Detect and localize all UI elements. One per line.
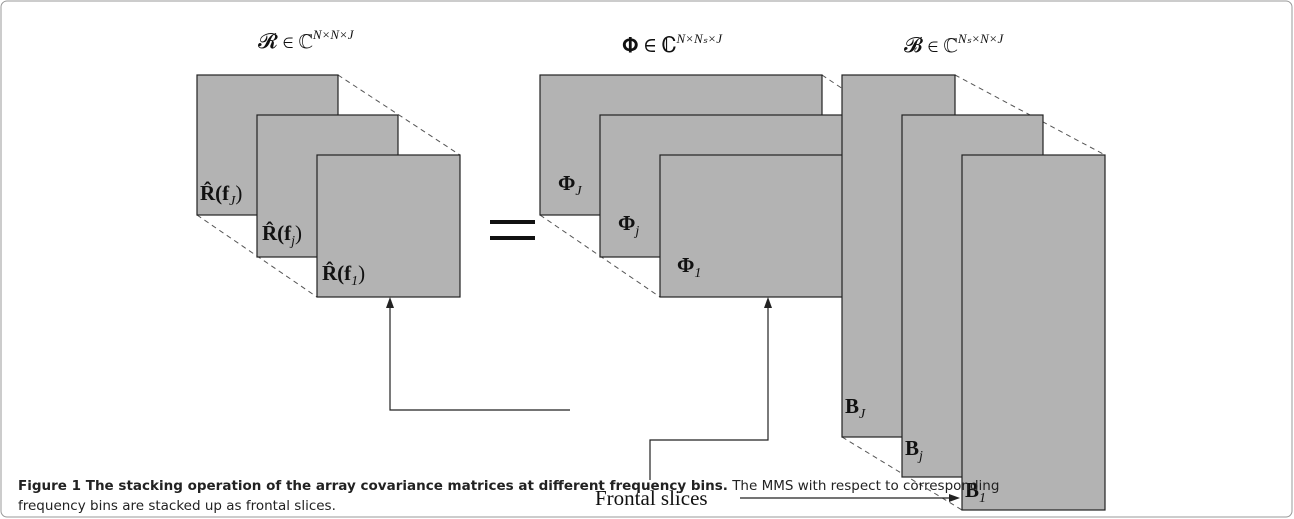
slice-symbol: Φ — [558, 171, 575, 195]
slice-label: BJ — [845, 394, 866, 422]
slice-tail: ) — [295, 221, 302, 245]
slice-label: Bj — [905, 436, 923, 464]
slice-subscript: J — [859, 407, 866, 422]
tensor-symbol: 𝓑 ∈ ℂ — [904, 33, 958, 57]
equals-sign — [490, 220, 535, 240]
slice-symbol: B — [845, 394, 859, 418]
tensor-exponent: N×Nₛ×J — [676, 31, 724, 46]
slice-label: Φ1 — [677, 253, 701, 281]
arrows — [386, 297, 960, 502]
slice-subscript: 1 — [979, 491, 986, 506]
slice-subscript: J — [229, 194, 236, 209]
slice-symbol: Φ — [618, 211, 635, 235]
slice-subscript: j — [917, 449, 923, 464]
tensor-title: 𝚽 ∈ ℂN×Nₛ×J — [622, 31, 723, 57]
tensor-exponent: N×N×J — [312, 27, 355, 42]
slice-tail: ) — [358, 261, 365, 285]
slice-tail: ) — [235, 181, 242, 205]
caption-text: frequency bins are stacked up as frontal… — [18, 498, 336, 514]
slice-symbol: R̂(f — [322, 261, 352, 285]
slice-symbol: R̂(f — [200, 181, 230, 205]
slice-symbol: B — [965, 478, 979, 502]
tensor-b — [841, 74, 1106, 511]
slice-subscript: 1 — [694, 266, 701, 281]
tensor-exponent: Nₛ×N×J — [957, 31, 1005, 46]
slice-symbol: B — [905, 436, 919, 460]
slice-label: R̂(fJ) — [200, 181, 242, 209]
slice-symbol: Φ — [677, 253, 694, 277]
tensor-symbol: 𝚽 ∈ ℂ — [622, 33, 677, 57]
slice-subscript: 1 — [351, 274, 358, 289]
tensor-symbol: 𝓡 ∈ ℂ — [258, 29, 313, 53]
caption-text: The MMS with respect to corresponding — [731, 478, 999, 494]
arrow-label: Frontal slices — [595, 486, 708, 510]
slice-subscript: j — [633, 224, 639, 239]
tensor-r — [196, 74, 461, 298]
slice-label: R̂(f1) — [322, 261, 365, 289]
tensor-title: 𝓑 ∈ ℂNₛ×N×J — [904, 31, 1005, 57]
caption-label: Figure 1 The stacking operation of the a… — [18, 478, 728, 494]
slice-symbol: R̂(f — [262, 221, 292, 245]
tensor-title: 𝓡 ∈ ℂN×N×J — [258, 27, 355, 53]
slice-subscript: J — [575, 184, 582, 199]
slice-label: R̂(fj) — [262, 221, 302, 249]
slice-label: B1 — [965, 478, 986, 506]
slice-label: ΦJ — [558, 171, 582, 199]
caption-line: Figure 1 The stacking operation of the a… — [18, 478, 999, 494]
slice-subscript: j — [289, 234, 295, 249]
slice-label: Φj — [618, 211, 639, 239]
